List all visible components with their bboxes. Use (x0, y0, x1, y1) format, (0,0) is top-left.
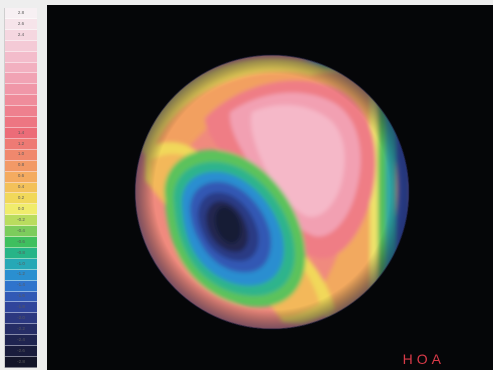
scale-step: 0.0 (5, 204, 37, 216)
scale-step: -0.2 (5, 215, 37, 227)
scale-step (5, 51, 37, 63)
scale-step: -1.2 (5, 269, 37, 281)
pupil-boundary (134, 54, 410, 330)
scale-step: 0.8 (5, 160, 37, 172)
scale-step (5, 117, 37, 128)
scale-step (5, 73, 37, 85)
scale-step: -1.6 (5, 291, 37, 303)
scale-step: 1.2 (5, 138, 37, 150)
scale-step: -1.0 (5, 258, 37, 270)
scale-step: -2.8 (5, 357, 37, 368)
scale-step: -1.8 (5, 302, 37, 314)
pupil-contour-map (135, 55, 409, 329)
scale-step: 0.6 (5, 171, 37, 183)
scale-step (5, 95, 37, 107)
color-scale-legend: 2.8 2.6 2.4 1.4 1.2 1.0 0.8 0.6 0.4 0.2 0.0 -0.2 -0.… (4, 8, 37, 368)
scale-step: -0.8 (5, 247, 37, 259)
scale-step: -2.0 (5, 313, 37, 325)
scale-step: -1.4 (5, 280, 37, 292)
scale-step (5, 62, 37, 74)
scale-step: 2.4 (5, 29, 37, 41)
scale-step: -2.6 (5, 346, 37, 357)
scale-step (5, 84, 37, 96)
map-type-label: HOA (402, 351, 445, 367)
scale-step: -0.6 (5, 237, 37, 248)
scale-step: -0.4 (5, 226, 37, 238)
scale-step: -2.2 (5, 324, 37, 336)
scale-step: 0.4 (5, 182, 37, 194)
scale-step: -2.4 (5, 335, 37, 347)
scale-step (5, 40, 37, 52)
scale-step: 0.2 (5, 193, 37, 205)
scale-step: 2.6 (5, 18, 37, 30)
scale-step: 2.8 (5, 8, 37, 19)
scale-step (5, 106, 37, 118)
scale-step: 1.0 (5, 149, 37, 161)
scale-step: 1.4 (5, 127, 37, 139)
